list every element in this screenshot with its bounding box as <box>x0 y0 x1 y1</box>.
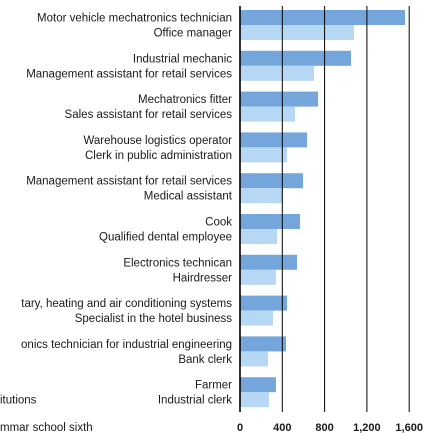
bar <box>240 310 273 326</box>
bar <box>240 214 301 229</box>
bar <box>240 147 288 163</box>
bar <box>240 336 287 352</box>
category-label: Specialist in the hotel business <box>75 313 233 325</box>
clipped-label: mmar school sixth <box>0 422 93 434</box>
bar <box>240 173 304 189</box>
category-label: Industrial mechanic <box>133 53 232 65</box>
category-label: Electronics technican <box>123 257 232 269</box>
category-label: Mechatronics fitter <box>138 94 232 106</box>
bar <box>240 269 276 285</box>
clipped-label: itutions <box>0 395 37 407</box>
bar <box>240 50 352 66</box>
bar <box>240 106 295 122</box>
category-label: Management assistant for retail services <box>26 176 232 188</box>
category-label: Motor vehicle mechatronics technician <box>37 13 232 25</box>
x-tick-label: 0 <box>237 422 243 434</box>
bar <box>240 377 276 393</box>
bar <box>240 65 315 81</box>
category-label: Qualified dental employee <box>99 232 232 244</box>
category-label: onics technician for industrial engineer… <box>21 339 232 351</box>
category-label: Bank clerk <box>178 354 232 366</box>
category-label: Clerk in public administration <box>85 150 232 162</box>
category-label: Warehouse logistics operator <box>83 135 232 147</box>
bar <box>240 10 406 25</box>
x-tick-label: 800 <box>315 422 333 434</box>
category-label: Industrial clerk <box>158 395 232 407</box>
category-label: Medical assistant <box>144 191 233 203</box>
bar <box>240 254 297 270</box>
bar <box>240 188 284 204</box>
category-label: Sales assistant for retail services <box>65 109 233 121</box>
bar <box>240 392 269 408</box>
x-tick-label: 1,600 <box>395 422 423 434</box>
category-label: Management assistant for retail services <box>26 68 232 80</box>
category-label: Farmer <box>195 380 232 392</box>
bar <box>240 351 269 367</box>
category-label: Cook <box>205 217 232 229</box>
bar <box>240 91 319 107</box>
x-tick-label: 1,200 <box>353 422 381 434</box>
bar <box>240 25 354 40</box>
bar <box>240 229 278 244</box>
bar <box>240 132 308 148</box>
category-label: Office manager <box>154 28 233 40</box>
x-tick-label: 400 <box>273 422 291 434</box>
category-label: Hairdresser <box>173 272 233 284</box>
bar <box>240 295 288 311</box>
category-label: tary, heating and air conditioning syste… <box>21 298 232 310</box>
